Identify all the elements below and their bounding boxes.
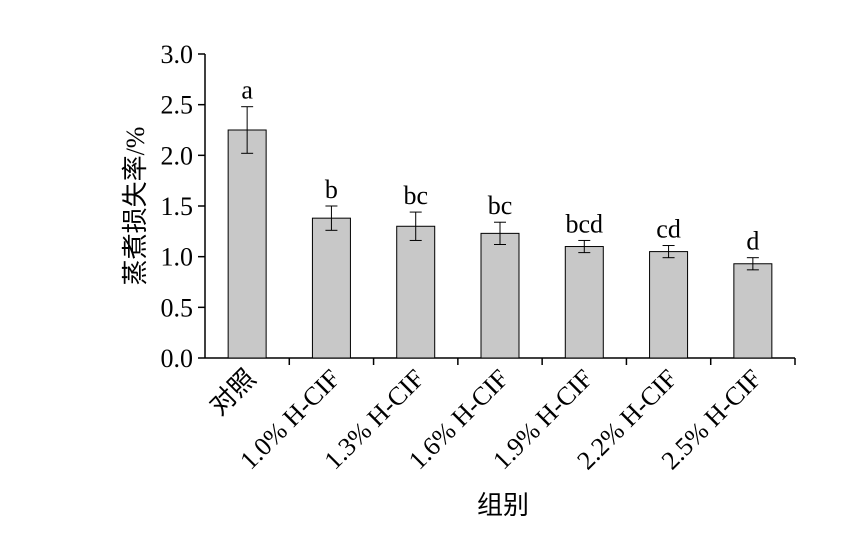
significance-label: bc [403,181,428,210]
y-axis-title: 蒸煮损失率/% [121,127,150,286]
y-tick-label: 1.0 [161,243,194,272]
significance-label: b [325,175,338,204]
significance-label: d [746,227,759,256]
y-tick-label: 2.5 [161,91,194,120]
bar [564,246,604,359]
significance-label: bc [488,191,513,220]
y-tick-label: 0.5 [161,293,194,322]
error-bar [409,211,422,241]
x-tick-label: 对照 [204,364,261,421]
significance-label: cd [656,215,681,244]
significance-label: a [241,76,253,105]
bar [649,251,689,359]
y-tick-label: 1.5 [161,192,194,221]
y-tick-label: 2.0 [161,141,194,170]
error-bar [662,245,675,259]
bar [311,217,351,359]
bar [227,129,267,359]
y-tick-label: 3.0 [161,40,194,69]
error-bar [746,257,759,271]
bar [733,263,773,359]
significance-label: bcd [566,209,604,238]
bar [480,232,520,359]
error-bar [578,239,591,254]
x-axis-title: 组别 [477,491,529,520]
bar [396,225,436,359]
error-bar [325,205,338,231]
y-tick-label: 0.0 [161,344,194,373]
error-bar [494,221,506,246]
error-bar [241,106,254,154]
